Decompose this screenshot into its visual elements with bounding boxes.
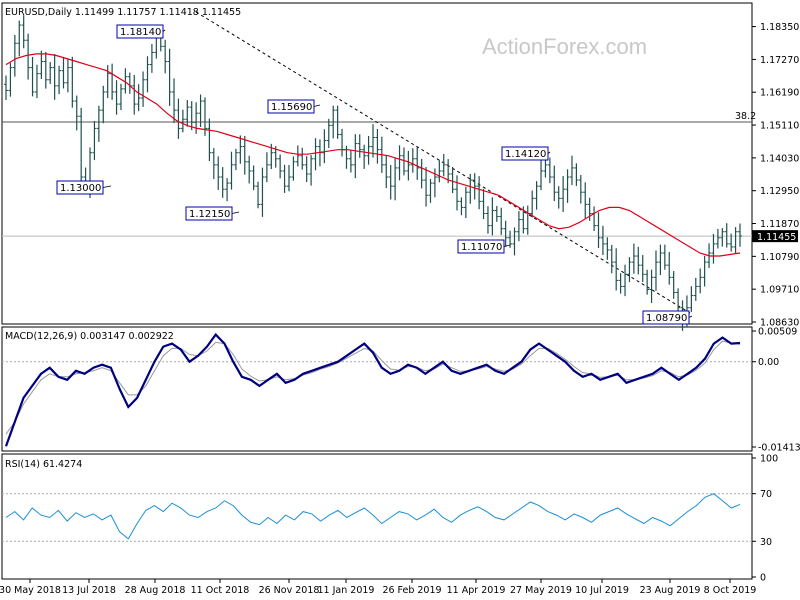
callout-leader	[313, 104, 321, 107]
rsi-y-label: 100	[760, 454, 778, 465]
callout-leader	[231, 211, 240, 214]
macd-line	[4, 332, 741, 447]
x-tick-label: 11 Apr 2019	[447, 585, 506, 596]
x-tick-label: 10 Jul 2019	[575, 585, 629, 596]
price-header: EURUSD,Daily 1.11499 1.11757 1.11418 1.1…	[5, 7, 241, 18]
moving-average-line	[5, 53, 741, 257]
price-y-label: 1.18350	[760, 22, 799, 33]
x-tick-label: 13 Jul 2018	[62, 585, 116, 596]
price-panel-frame	[1, 2, 753, 325]
callout-label: 1.08790	[646, 313, 687, 324]
macd-panel: 0.00509 0.00 -0.014134	[2, 327, 800, 454]
price-y-label: 1.08630	[760, 318, 799, 329]
macd-panel-frame	[1, 326, 753, 452]
rsi-panel: 100 70 30 0	[2, 454, 778, 584]
x-axis: 30 May 2018 13 Jul 2018 28 Aug 2018 11 Oct …	[0, 579, 756, 596]
x-tick-label: 11 Oct 2018	[191, 585, 250, 596]
macd-header: MACD(12,26,9) 0.003147 0.002922	[5, 331, 174, 342]
last-price-tag	[752, 230, 798, 243]
callout-label: 1.12150	[189, 209, 230, 220]
x-tick-label: 26 Feb 2019	[382, 585, 441, 596]
price-y-label: 1.17270	[760, 55, 799, 66]
callout-leader	[503, 244, 511, 247]
x-tick-label: 30 May 2018	[0, 585, 61, 596]
x-tick-label: 28 Aug 2018	[125, 585, 186, 596]
rsi-panel-frame	[1, 453, 753, 580]
trend-line	[195, 11, 691, 314]
callout-label: 1.15690	[271, 102, 312, 113]
x-tick-label: 8 Oct 2019	[704, 585, 757, 596]
x-tick-label: 26 Nov 2018	[259, 585, 320, 596]
price-panel: 1.18350 1.17270 1.16190 1.15110 1.14030 1.129…	[2, 11, 799, 331]
callout-label: 1.18140	[120, 27, 161, 38]
callout-label: 1.14120	[505, 149, 546, 160]
callout-box	[116, 24, 164, 39]
x-tick-label: 11 Jan 2019	[318, 585, 375, 596]
price-y-label: 1.15110	[760, 121, 799, 132]
rsi-y-label: 70	[760, 489, 772, 500]
price-y-label: 1.11870	[760, 219, 799, 230]
watermark: ActionForex.com	[482, 34, 647, 59]
callout-box	[501, 146, 549, 161]
callout-label: 1.13000	[60, 183, 101, 194]
callout-label: 1.11070	[461, 242, 502, 253]
callout-box	[457, 239, 505, 254]
macd-y-label: 0.00509	[758, 327, 797, 338]
price-y-label: 1.09710	[760, 285, 799, 296]
callout-box	[56, 180, 104, 195]
macd-y-label: 0.00	[758, 357, 779, 368]
price-y-label: 1.16190	[760, 88, 799, 99]
rsi-y-label: 30	[760, 537, 772, 548]
callout-box	[185, 206, 233, 221]
rsi-header: RSI(14) 61.4274	[5, 459, 82, 470]
price-y-label: 1.10790	[760, 252, 799, 263]
price-y-label: 1.12950	[760, 186, 799, 197]
callout-box	[642, 310, 690, 325]
macd-signal-line	[5, 340, 741, 435]
x-tick-label: 27 May 2019	[510, 585, 572, 596]
x-tick-label: 23 Aug 2019	[640, 585, 701, 596]
last-price-label: 1.11455	[757, 232, 796, 243]
rsi-line	[5, 493, 741, 540]
rsi-y-label: 0	[760, 573, 766, 584]
fib-38-2-label: 38.2	[735, 111, 756, 122]
callout-box	[267, 99, 315, 114]
macd-y-label: -0.014134	[758, 443, 800, 454]
price-y-label: 1.14030	[760, 153, 799, 164]
callout-leader	[102, 185, 112, 188]
